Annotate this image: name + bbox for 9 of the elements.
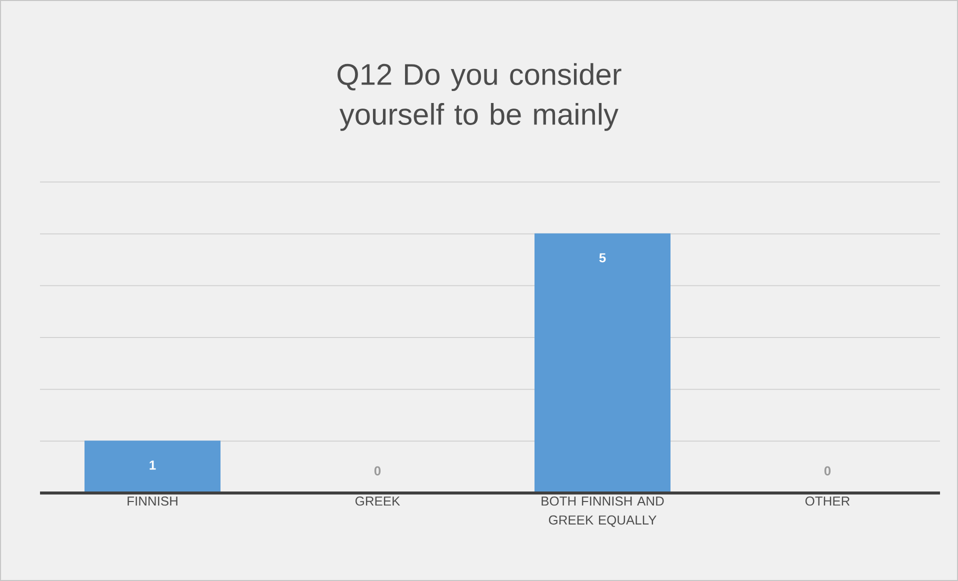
chart-title: Q12 Do you consider yourself to be mainly (338, 63, 622, 131)
data-label: 5 (599, 253, 606, 262)
x-tick-label: OTHER (805, 496, 850, 506)
data-label: 0 (374, 466, 381, 476)
x-tick-label: GREEK (355, 496, 400, 506)
x-tick-label: BOTH FINNISH AND GREEK EQUALLY (542, 496, 664, 527)
x-tick-label: FINNISH (128, 496, 178, 506)
data-label: 1 (150, 460, 156, 470)
data-label: 0 (824, 466, 831, 476)
